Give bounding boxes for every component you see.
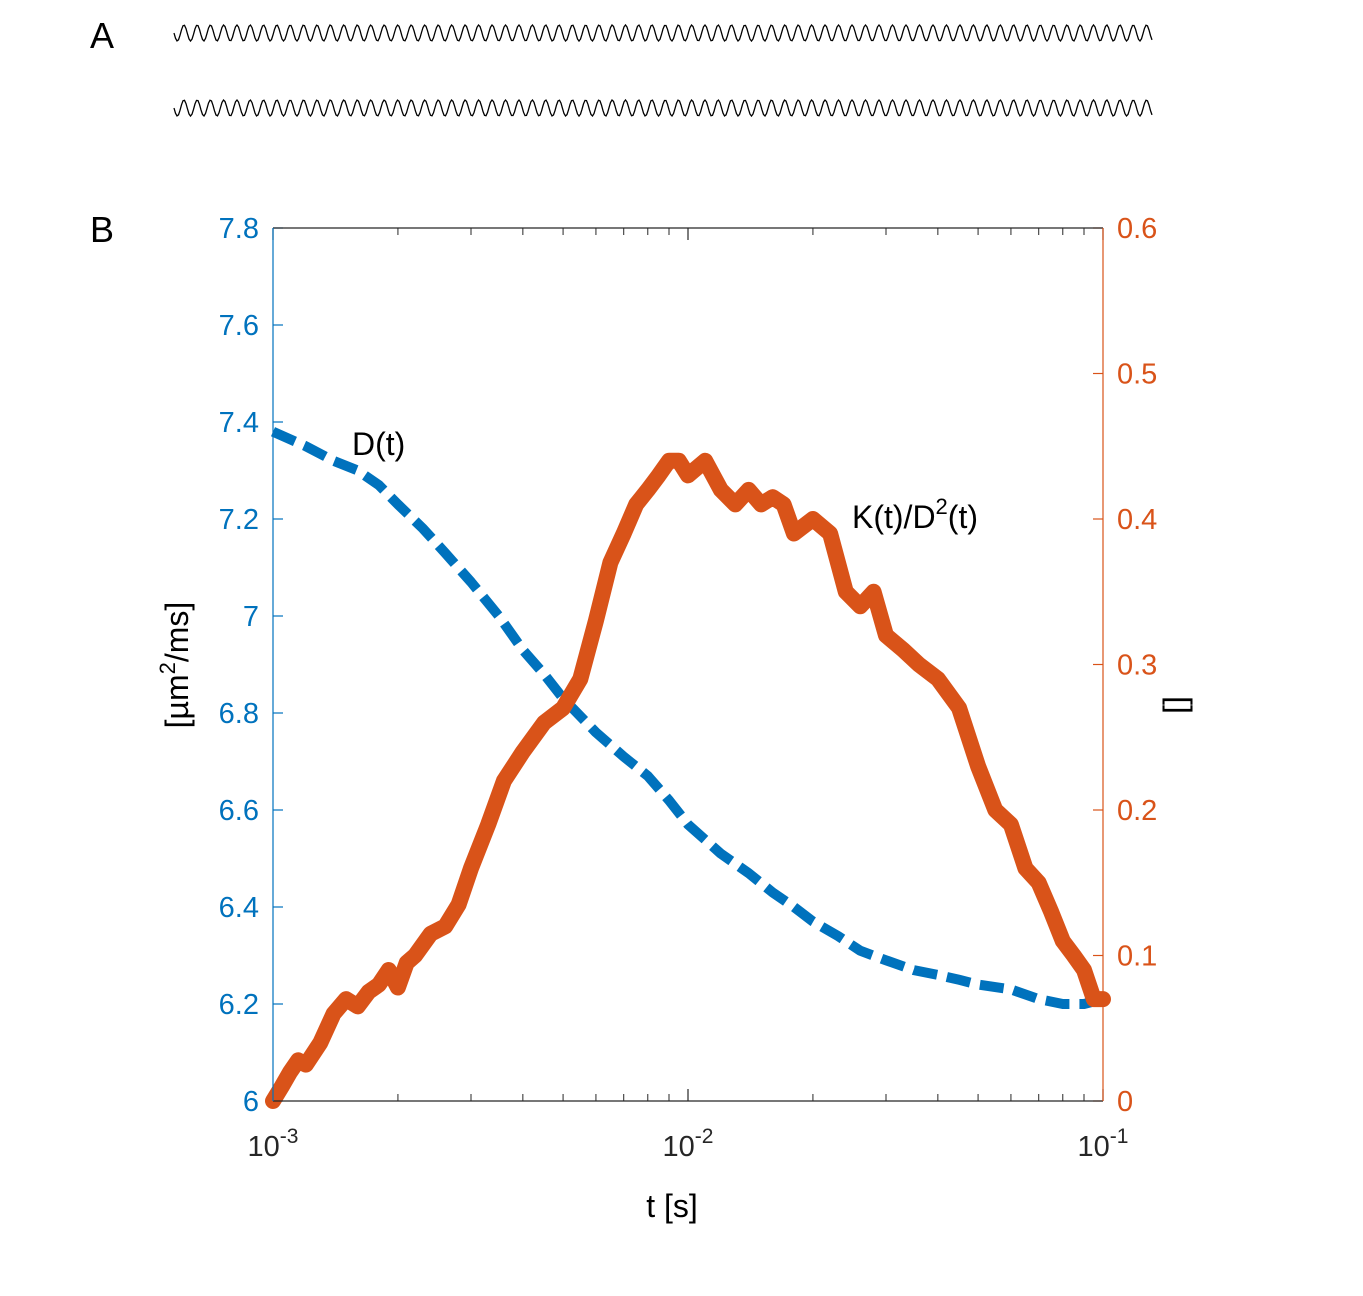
y-left-tick-label: 6.8 — [219, 698, 259, 730]
y-left-tick-label: 6.2 — [219, 989, 259, 1021]
y-axis-right-label: [] — [1157, 696, 1193, 714]
series-d-line — [270, 427, 1105, 1009]
annotation-k-post: (t) — [948, 499, 978, 535]
panel-a-label: A — [90, 15, 114, 56]
labels-layer: t [s] [µm2/ms] [] D(t) K(t)/D2(t) — [155, 426, 1193, 1224]
annotation-d: D(t) — [352, 426, 405, 462]
x-tick-label: 10-1 — [1078, 1125, 1129, 1163]
y-left-tick-label: 6.6 — [219, 795, 259, 827]
y-right-tick-label: 0.3 — [1117, 650, 1157, 682]
y-left-label-pre: [µm — [159, 674, 195, 728]
series-k-line — [265, 452, 1111, 1109]
y-left-tick-label: 7.6 — [219, 310, 259, 342]
y-left-tick-label: 7.2 — [219, 504, 259, 536]
wave-trace-top — [173, 23, 1153, 43]
y-left-tick-label: 7.4 — [219, 407, 259, 439]
x-tick-label: 10-3 — [248, 1125, 299, 1163]
y-right-tick-label: 0.4 — [1117, 504, 1157, 536]
y-left-tick-label: 6 — [243, 1086, 259, 1118]
y-left-label-sup: 2 — [155, 662, 180, 674]
y-right-tick-label: 0 — [1117, 1086, 1133, 1118]
y-right-tick-label: 0.1 — [1117, 941, 1157, 973]
annotation-k-sup: 2 — [936, 494, 948, 519]
y-left-tick-label: 7 — [243, 601, 259, 633]
y-left-label-post: /ms] — [159, 602, 195, 662]
x-tick-label: 10-2 — [663, 1125, 714, 1163]
y-left-tick-label: 7.8 — [219, 213, 259, 245]
series-layer — [265, 427, 1111, 1109]
y-axis-left-label: [µm2/ms] — [155, 602, 195, 729]
panel-b-label: B — [90, 209, 114, 250]
wave-trace-bottom — [173, 98, 1153, 118]
y-left-tick-label: 6.4 — [219, 892, 259, 924]
ticks-layer: 10-3 10-2 10-1 6 6.2 6.4 6.6 6.8 7 7.2 7.4 7.6 7.8 0 0… — [219, 213, 1158, 1163]
annotation-k: K(t)/D2(t) — [852, 494, 978, 535]
annotation-k-pre: K(t)/D — [852, 499, 936, 535]
y-right-tick-label: 0.2 — [1117, 795, 1157, 827]
x-axis-label: t [s] — [646, 1188, 698, 1224]
plot-area: 10-3 10-2 10-1 6 6.2 6.4 6.6 6.8 7 7.2 7.4 7.6 7.8 0 0… — [219, 213, 1158, 1163]
y-right-tick-label: 0.5 — [1117, 359, 1157, 391]
y-right-tick-label: 0.6 — [1117, 213, 1157, 245]
